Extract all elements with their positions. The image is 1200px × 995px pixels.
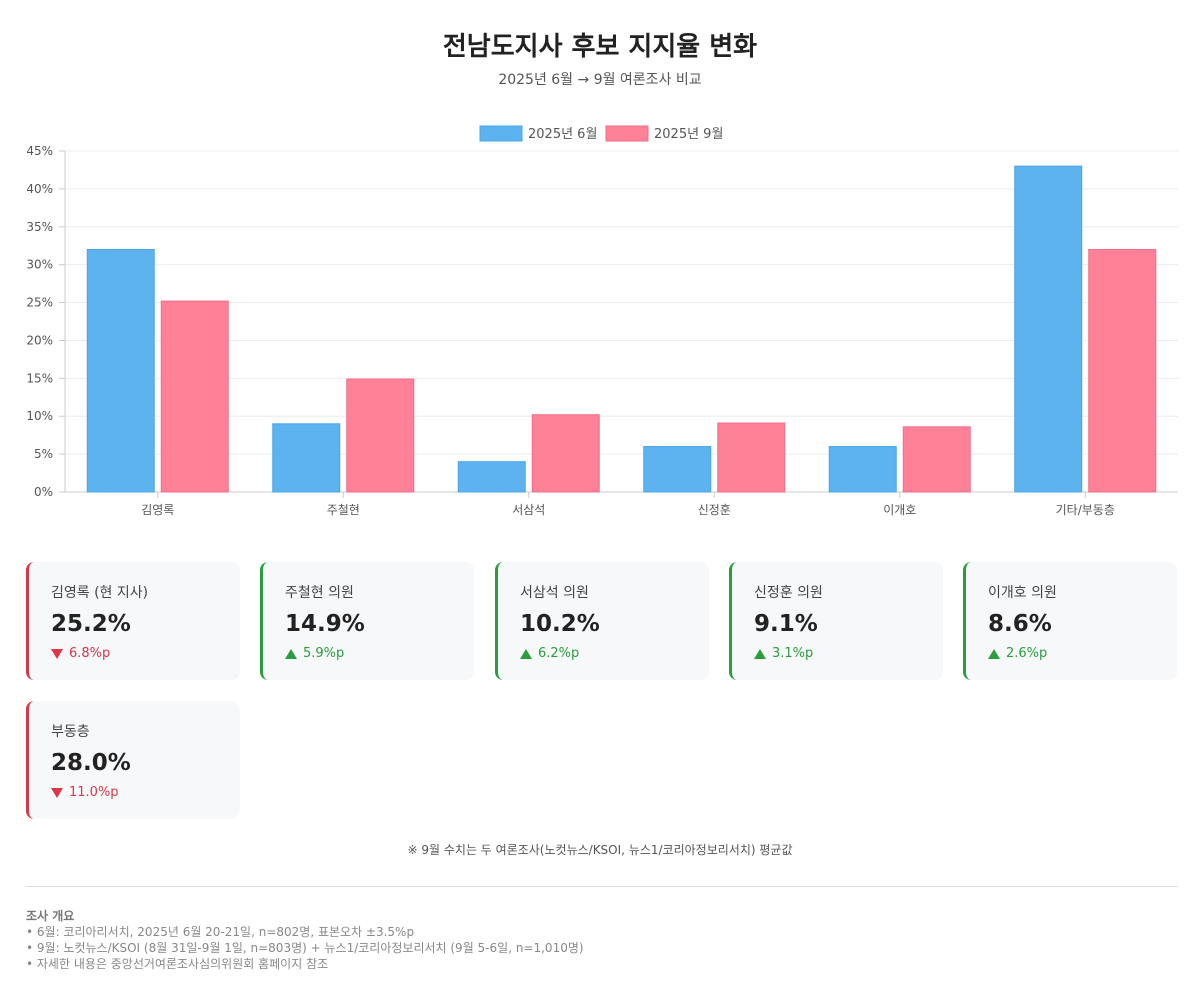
bar-june — [457, 461, 526, 493]
stat-card-undecided: 부동층 28.0% 11.0%p — [26, 701, 240, 819]
bar-september — [902, 426, 971, 493]
card-change-value: 2.6%p — [1006, 646, 1048, 661]
x-tick-label: 서삼석 — [512, 503, 545, 517]
legend-swatch — [605, 125, 649, 142]
summary-title: 조사 개요 — [26, 909, 75, 923]
stat-card-joo: 주철현 의원 14.9% 5.9%p — [260, 562, 474, 680]
card-name: 신정훈 의원 — [754, 585, 823, 601]
card-name: 김영록 (현 지사) — [51, 585, 149, 601]
bar-september — [346, 378, 415, 493]
summary-line: • 6월: 코리아리서치, 2025년 6월 20-21일, n=802명, 표… — [26, 925, 415, 939]
x-tick-label: 이개호 — [883, 503, 916, 517]
card-change-value: 6.2%p — [538, 646, 580, 661]
divider — [26, 886, 1178, 887]
card-change: 3.1%p — [754, 646, 943, 661]
y-tick-label: 30% — [26, 258, 53, 272]
x-tick-label: 주철현 — [327, 503, 360, 517]
card-change-value: 11.0%p — [69, 785, 119, 800]
card-value: 10.2% — [520, 611, 600, 637]
bar-june — [643, 446, 712, 493]
x-tick-label: 김영록 — [141, 503, 174, 517]
y-tick-label: 20% — [26, 333, 53, 347]
card-change-value: 6.8%p — [69, 646, 111, 661]
stat-card-kim: 김영록 (현 지사) 25.2% 6.8%p — [26, 562, 240, 680]
summary-line: • 9월: 노컷뉴스/KSOI (8월 31일-9월 1일, n=803명) +… — [26, 941, 584, 955]
bar-september — [1088, 249, 1157, 493]
card-value: 8.6% — [988, 611, 1052, 637]
card-name: 이개호 의원 — [988, 585, 1057, 601]
legend-label: 2025년 9월 — [654, 127, 723, 142]
footnote: ※ 9월 수치는 두 여론조사(노컷뉴스/KSOI, 뉴스1/코리아정보리서치)… — [407, 843, 793, 857]
card-change: 2.6%p — [988, 646, 1177, 661]
y-tick-label: 25% — [26, 296, 53, 310]
bar-september — [531, 414, 600, 493]
bar-june — [1014, 165, 1083, 493]
card-name: 부동층 — [51, 724, 90, 740]
card-value: 28.0% — [51, 750, 131, 776]
summary-line: • 자세한 내용은 중앙선거여론조사심의위원회 홈페이지 참조 — [26, 957, 329, 971]
x-tick-label: 기타/부동층 — [1056, 503, 1115, 517]
card-value: 14.9% — [285, 611, 365, 637]
card-name: 주철현 의원 — [285, 585, 354, 601]
bar-june — [272, 423, 341, 493]
trend-icon — [51, 648, 63, 659]
bar-june — [828, 446, 897, 493]
trend-icon — [754, 648, 766, 659]
page-subtitle: 2025년 6월 → 9월 여론조사 비교 — [498, 72, 702, 88]
stat-card-seo: 서삼석 의원 10.2% 6.2%p — [495, 562, 709, 680]
card-change: 6.2%p — [520, 646, 709, 661]
card-change: 11.0%p — [51, 785, 240, 800]
trend-icon — [988, 648, 1000, 659]
legend-swatch — [479, 125, 523, 142]
bar-september — [160, 300, 229, 493]
trend-icon — [285, 648, 297, 659]
y-tick-label: 5% — [34, 447, 53, 461]
legend-label: 2025년 6월 — [528, 127, 597, 142]
bar-chart: 0% 5% 10% 15% 20% 25% 30% 35% 40% 45% 김영록 주철현 서삼석 신정훈… — [26, 125, 1178, 517]
page-title: 전남도지사 후보 지지율 변화 — [442, 32, 758, 62]
card-change-value: 3.1%p — [772, 646, 814, 661]
y-tick-label: 10% — [26, 409, 53, 423]
y-tick-label: 0% — [34, 485, 53, 499]
bar-june — [86, 249, 155, 493]
y-tick-label: 40% — [26, 182, 53, 196]
card-name: 서삼석 의원 — [520, 585, 589, 601]
card-change-value: 5.9%p — [303, 646, 345, 661]
y-tick-label: 35% — [26, 220, 53, 234]
card-change: 5.9%p — [285, 646, 474, 661]
trend-icon — [51, 787, 63, 798]
survey-summary: 조사 개요 • 6월: 코리아리서치, 2025년 6월 20-21일, n=8… — [26, 908, 584, 972]
bar-september — [717, 422, 786, 493]
y-tick-label: 45% — [26, 144, 53, 158]
x-tick-label: 신정훈 — [698, 503, 731, 517]
card-value: 25.2% — [51, 611, 131, 637]
card-change: 6.8%p — [51, 646, 240, 661]
y-tick-label: 15% — [26, 371, 53, 385]
stat-card-shin: 신정훈 의원 9.1% 3.1%p — [729, 562, 943, 680]
card-value: 9.1% — [754, 611, 818, 637]
stat-card-lee: 이개호 의원 8.6% 2.6%p — [963, 562, 1177, 680]
trend-icon — [520, 648, 532, 659]
